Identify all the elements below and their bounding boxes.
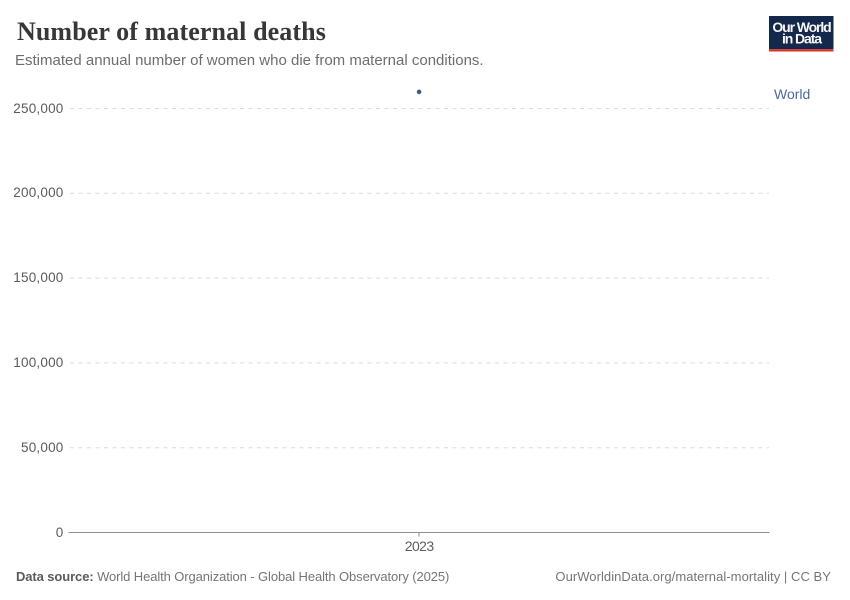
svg-text:Our World: Our World [772,19,831,35]
svg-text:in Data: in Data [782,30,822,46]
